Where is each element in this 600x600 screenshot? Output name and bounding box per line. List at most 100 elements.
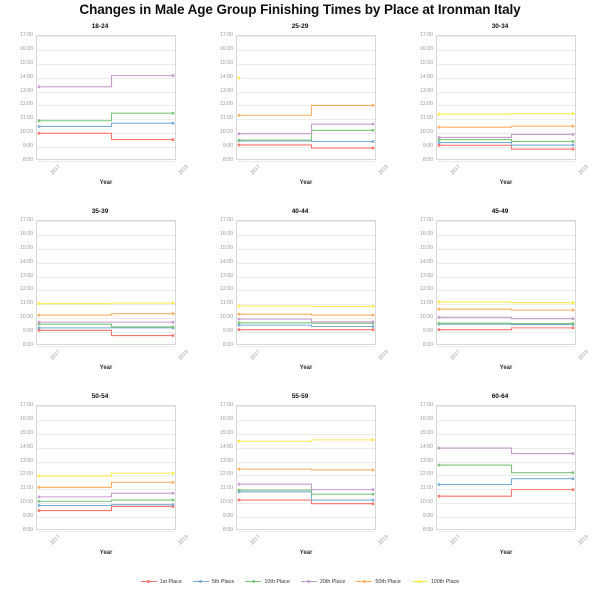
series-line <box>238 140 374 143</box>
gridline <box>437 234 575 236</box>
series-line <box>438 308 574 311</box>
y-tick-label: 9:00 <box>222 513 233 520</box>
legend-dot <box>418 579 422 583</box>
series-marker <box>237 143 241 147</box>
subplot-30-34: 30-34 8:00 9:00 10:00 11:00 12:00 13:00 14:00 15… <box>400 20 600 205</box>
gridline <box>437 276 575 278</box>
y-tick-label: 10:00 <box>420 499 433 506</box>
series-marker <box>371 498 375 502</box>
series-marker <box>171 505 175 508</box>
y-tick-label: 16:00 <box>420 415 433 422</box>
gridline <box>237 461 375 463</box>
gridline <box>237 475 375 477</box>
series-marker <box>237 138 241 142</box>
gridline <box>37 161 175 162</box>
legend-dot <box>147 579 151 583</box>
y-tick-label: 10:00 <box>420 129 433 136</box>
x-axis-title: Year <box>299 550 313 556</box>
legend-swatch-icon <box>356 578 373 585</box>
y-tick-label: 16:00 <box>220 45 233 52</box>
series-marker <box>171 503 175 506</box>
gridline <box>37 304 175 306</box>
gridline <box>37 248 175 250</box>
series-marker <box>171 471 175 475</box>
x-tick-label: 2017 <box>249 534 262 547</box>
series-marker <box>171 74 175 77</box>
series-marker <box>37 85 41 89</box>
y-tick-label: 16:00 <box>20 415 33 422</box>
y-tick-label: 12:00 <box>20 471 33 478</box>
legend-swatch-icon <box>140 578 157 585</box>
series-marker <box>437 144 441 147</box>
series-marker <box>571 452 575 455</box>
x-tick-label: 2017 <box>449 164 462 177</box>
legend-item-5th-place[interactable]: 5th Place <box>192 578 235 585</box>
legend-item-20th-place[interactable]: 20th Place <box>300 578 345 585</box>
gridline <box>437 133 575 135</box>
gridline <box>237 119 375 121</box>
gridline <box>37 332 175 334</box>
y-tick-label: 14:00 <box>420 258 433 265</box>
series-line <box>238 129 374 141</box>
series-layer <box>37 74 175 141</box>
series-marker <box>571 112 575 115</box>
x-axis-title: Year <box>299 365 313 371</box>
series-marker <box>571 143 575 147</box>
series-line <box>238 104 374 116</box>
series-marker <box>171 498 175 502</box>
gridline <box>437 77 575 79</box>
series-marker <box>171 111 175 115</box>
y-tick-label: 17:00 <box>20 217 33 223</box>
plot-area <box>436 220 576 347</box>
gridline <box>37 105 175 107</box>
y-tick-label: 17:00 <box>420 32 433 38</box>
y-tick-label: 8:00 <box>422 527 433 533</box>
gridline <box>437 119 575 121</box>
gridline <box>237 419 375 421</box>
legend-item-10th-place[interactable]: 10th Place <box>245 578 290 585</box>
gridline <box>37 461 175 463</box>
series-marker <box>371 492 375 496</box>
legend-label: 5th Place <box>211 578 235 585</box>
x-tick-label: 2017 <box>449 349 462 362</box>
gridline <box>237 503 375 505</box>
legend-item-100th-place[interactable]: 100th Place <box>411 578 459 585</box>
legend-item-1st-place[interactable]: 1st Place <box>140 578 182 585</box>
y-tick-label: 15:00 <box>220 429 233 436</box>
y-tick-label: 8:00 <box>22 527 33 533</box>
y-tick-label: 14:00 <box>20 443 33 450</box>
y-tick-label: 9:00 <box>222 143 233 150</box>
subplot-title: 18-24 <box>91 23 109 30</box>
gridline <box>437 531 575 532</box>
y-tick-label: 12:00 <box>420 101 433 108</box>
series-marker <box>237 467 241 471</box>
gridline <box>437 248 575 250</box>
legend-swatch-icon <box>300 578 317 585</box>
series-marker <box>237 132 241 135</box>
legend-dot <box>362 579 366 583</box>
series-marker <box>371 122 375 126</box>
x-axis-title: Year <box>499 365 513 371</box>
series-line <box>38 505 174 512</box>
x-tick-label: 2019 <box>177 349 190 362</box>
gridline <box>237 346 375 347</box>
series-marker <box>237 328 241 331</box>
series-marker <box>371 320 375 324</box>
y-tick-label: 8:00 <box>422 342 433 348</box>
y-tick-label: 9:00 <box>22 143 33 150</box>
gridline <box>437 290 575 292</box>
gridline <box>237 276 375 278</box>
series-layer <box>237 304 375 331</box>
x-axis-title: Year <box>499 180 513 186</box>
subplot-title: 35-39 <box>91 208 109 215</box>
series-marker <box>571 133 575 136</box>
y-tick-label: 14:00 <box>220 258 233 265</box>
y-tick-label: 10:00 <box>220 129 233 136</box>
series-line <box>238 499 374 505</box>
legend-item-50th-place[interactable]: 50th Place <box>356 578 401 585</box>
series-layer <box>37 471 175 512</box>
gridline <box>37 119 175 121</box>
series-marker <box>237 312 241 316</box>
series-marker <box>437 321 441 325</box>
series-line <box>238 491 374 501</box>
